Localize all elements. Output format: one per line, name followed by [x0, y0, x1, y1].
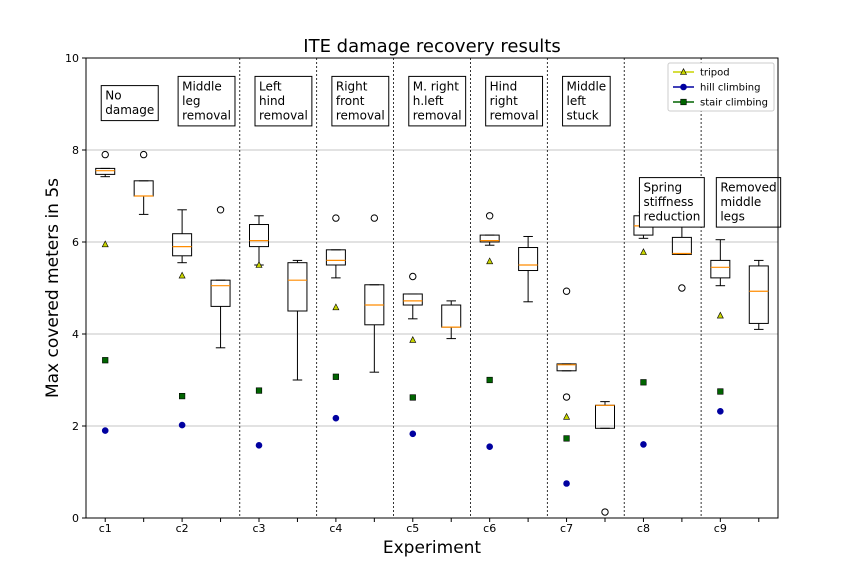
- x-tick-label: c7: [560, 522, 573, 535]
- condition-text: stiffness: [643, 195, 693, 209]
- x-tick-label: c3: [252, 522, 265, 535]
- condition-text: stuck: [567, 108, 599, 122]
- condition-text: Left: [259, 79, 282, 93]
- stair-marker: [179, 393, 185, 399]
- condition-text: No: [105, 89, 121, 103]
- hill-marker: [102, 428, 108, 434]
- legend-marker: [681, 99, 687, 105]
- chart-title: ITE damage recovery results: [303, 36, 560, 57]
- condition-text: left: [567, 94, 587, 108]
- legend-marker: [681, 84, 687, 90]
- x-tick-label: c6: [483, 522, 496, 535]
- stair-marker: [564, 436, 570, 442]
- legend-label: stair climbing: [700, 98, 768, 109]
- stair-marker: [487, 377, 493, 383]
- condition-text: Right: [336, 79, 368, 93]
- condition-text: h.left: [413, 94, 444, 108]
- x-tick-label: c4: [329, 522, 342, 535]
- condition-text: Spring: [643, 181, 682, 195]
- hill-marker: [717, 408, 723, 414]
- condition-text: removal: [182, 108, 231, 122]
- condition-text: legs: [720, 210, 745, 224]
- legend-label: hill climbing: [700, 83, 760, 94]
- hill-marker: [179, 422, 185, 428]
- condition-text: M. right: [413, 79, 459, 93]
- x-tick-label: c9: [714, 522, 727, 535]
- condition-text: leg: [182, 94, 200, 108]
- condition-text: removal: [336, 108, 385, 122]
- hill-marker: [487, 444, 493, 450]
- legend: tripod hill climbing stair climbing: [668, 63, 774, 111]
- y-tick-label: 6: [72, 236, 79, 249]
- x-tick-label: c2: [176, 522, 189, 535]
- condition-text: damage: [105, 103, 154, 117]
- x-tick-label: c5: [406, 522, 419, 535]
- stair-marker: [718, 389, 724, 395]
- condition-text: front: [336, 94, 365, 108]
- stair-marker: [333, 374, 339, 380]
- stair-marker: [641, 380, 647, 386]
- y-tick-label: 8: [72, 144, 79, 157]
- hill-marker: [333, 415, 339, 421]
- y-tick-label: 0: [72, 512, 79, 525]
- condition-text: Hind: [490, 79, 518, 93]
- y-axis-label: Max covered meters in 5s: [43, 178, 63, 398]
- stair-marker: [102, 357, 108, 363]
- hill-marker: [640, 441, 646, 447]
- condition-text: removal: [259, 108, 308, 122]
- condition-text: reduction: [643, 210, 700, 224]
- x-tick-label: c1: [99, 522, 112, 535]
- y-tick-label: 10: [65, 52, 79, 65]
- x-tick-label: c8: [637, 522, 650, 535]
- hill-marker: [256, 442, 262, 448]
- legend-label: tripod: [700, 68, 730, 79]
- stair-marker: [256, 388, 262, 394]
- y-tick-label: 4: [72, 328, 79, 341]
- condition-text: right: [490, 94, 518, 108]
- x-axis-label: Experiment: [383, 538, 482, 558]
- condition-text: Removed: [720, 181, 776, 195]
- hill-marker: [564, 481, 570, 487]
- stair-marker: [410, 395, 416, 401]
- condition-text: middle: [720, 195, 761, 209]
- condition-text: hind: [259, 94, 285, 108]
- condition-text: Middle: [182, 79, 222, 93]
- condition-text: removal: [413, 108, 462, 122]
- y-tick-label: 2: [72, 420, 79, 433]
- hill-marker: [410, 431, 416, 437]
- condition-text: Middle: [567, 79, 607, 93]
- condition-text: removal: [490, 108, 539, 122]
